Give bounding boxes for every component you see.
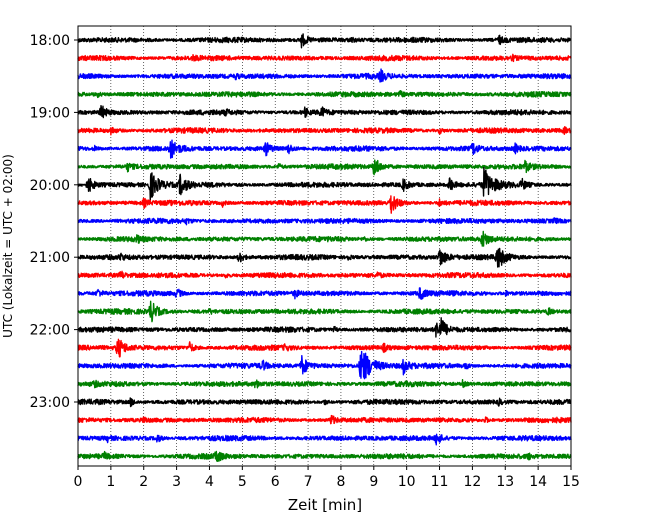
x-tick-label: 12 xyxy=(463,474,481,490)
trace-line xyxy=(77,270,572,279)
trace-line xyxy=(77,139,572,159)
trace-line xyxy=(77,90,572,99)
trace-line xyxy=(77,68,572,83)
trace-line xyxy=(77,287,572,300)
y-tick-label: 20:00 xyxy=(30,178,70,194)
trace-line xyxy=(77,53,572,63)
x-tick-label: 13 xyxy=(496,474,514,490)
x-tick-label: 4 xyxy=(205,474,214,490)
plot-frame xyxy=(77,25,572,467)
x-tick-label: 14 xyxy=(529,474,547,490)
x-tick-label: 9 xyxy=(369,474,378,490)
trace-line xyxy=(77,126,572,136)
trace-line xyxy=(77,247,572,268)
y-axis-ticks: 18:00 19:00 20:00 21:00 22:00 23:00 xyxy=(30,33,78,411)
trace-line xyxy=(77,450,572,463)
trace-line xyxy=(77,433,572,446)
x-tick-label: 6 xyxy=(271,474,280,490)
trace-line xyxy=(77,350,572,380)
x-tick-label: 2 xyxy=(139,474,148,490)
y-tick-label: 22:00 xyxy=(30,323,70,339)
x-axis-ticks: 0 1 2 3 4 5 6 7 8 9 10 11 12 13 14 15 xyxy=(74,466,580,490)
trace-line xyxy=(77,230,572,247)
x-tick-label: 10 xyxy=(398,474,416,490)
x-tick-label: 15 xyxy=(562,474,580,490)
trace-line xyxy=(77,414,572,425)
x-tick-label: 1 xyxy=(106,474,115,490)
trace-line xyxy=(77,397,572,408)
x-tick-label: 8 xyxy=(336,474,345,490)
x-tick-label: 5 xyxy=(238,474,247,490)
x-tick-label: 7 xyxy=(304,474,313,490)
y-tick-label: 18:00 xyxy=(30,33,70,49)
trace-line xyxy=(77,378,572,389)
trace-lines xyxy=(77,33,572,463)
trace-line xyxy=(77,166,572,201)
x-axis-label: Zeit [min] xyxy=(288,496,362,514)
y-tick-label: 21:00 xyxy=(30,250,70,266)
trace-line xyxy=(77,159,572,176)
trace-line xyxy=(77,33,572,49)
y-axis-label: UTC (Lokalzeit = UTC + 02:00) xyxy=(1,154,15,338)
y-tick-label: 23:00 xyxy=(30,395,70,411)
trace-line xyxy=(77,317,572,338)
vertical-grid-lines xyxy=(110,26,539,466)
trace-line xyxy=(77,300,572,323)
trace-line xyxy=(77,195,572,214)
trace-line xyxy=(77,104,572,119)
x-tick-label: 3 xyxy=(172,474,181,490)
y-tick-label: 19:00 xyxy=(30,105,70,121)
x-tick-label: 11 xyxy=(431,474,449,490)
trace-line xyxy=(77,217,572,226)
trace-line xyxy=(77,338,572,358)
x-tick-label: 0 xyxy=(74,474,83,490)
